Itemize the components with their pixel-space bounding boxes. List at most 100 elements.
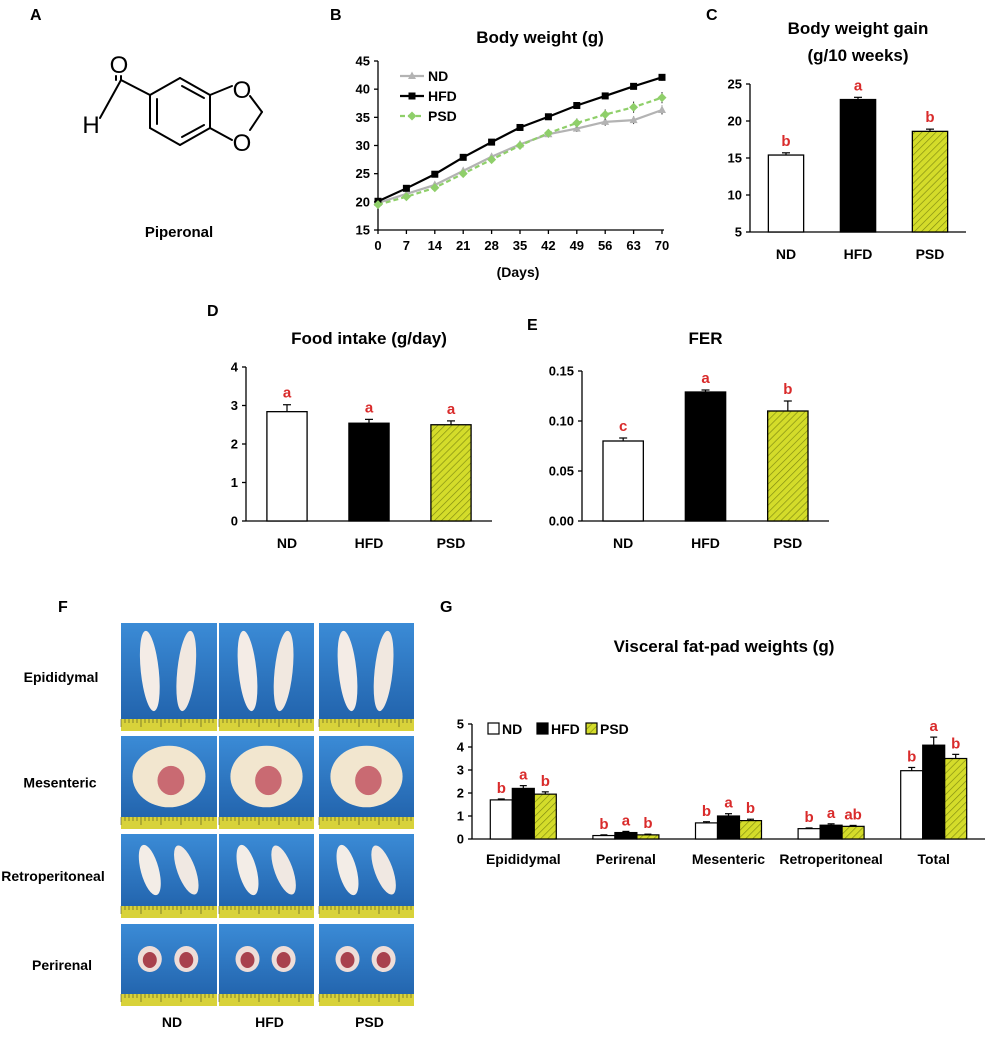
y-tick-label: 5 [735,225,742,240]
chart-title: Food intake (g/day) [291,329,447,348]
bar-nd [592,834,616,840]
y-tick-label: 0.10 [549,414,574,429]
y-tick-label: 3 [231,398,238,413]
data-point [601,92,609,100]
legend-marker [408,71,416,79]
category-label: Epididymal [486,851,561,867]
y-tick-label: 0 [231,514,238,529]
bar-nd [602,440,644,522]
x-tick-label: 42 [541,238,555,253]
y-tick-label: 40 [356,82,370,97]
legend-label: HFD [551,721,580,737]
chart-body-weight: Body weight (g) 15 20 25 30 35 40 45 0 7 14 21 28 35 4… [356,28,670,280]
significance-label: b [783,381,792,398]
significance-label: a [854,77,863,94]
y-tick-label: 2 [457,786,464,801]
photo-epididymal-hfd [218,623,314,731]
photo-background [121,834,217,918]
legend-marker [407,111,417,121]
atom-label: O [233,130,252,157]
atom-label: H [82,112,99,139]
significance-label: b [907,748,916,765]
row-label: Retroperitoneal [1,868,104,884]
legend-swatch [536,722,549,735]
series-line-nd [377,108,663,205]
atom-label: O [233,77,252,104]
chart-fer: FER 0.00 0.05 0.10 0.15 c ND a HFD b PSD [549,329,829,551]
y-tick-label: 2 [231,437,238,452]
photo-background [319,834,414,918]
bar-nd [694,822,719,840]
x-tick-label: 35 [513,238,527,253]
molecule-bonds [99,75,263,146]
legend-label: PSD [600,721,629,737]
data-point [515,141,525,150]
data-point [601,117,610,125]
panel-label-g: G [440,599,452,616]
y-tick-label: 0 [457,832,464,847]
x-axis-title: (Days) [497,264,540,280]
fat-pad-tissue [337,630,358,712]
significance-label: b [599,816,608,833]
bar-hfd [716,815,741,840]
y-tick-label: 35 [356,110,370,125]
panel-label-f: F [58,599,68,616]
data-point [572,118,582,128]
data-point [657,93,667,103]
significance-label: b [746,800,755,817]
legend-label: ND [502,721,522,737]
fat-pad-tissue [174,845,199,895]
x-tick-label: 70 [655,238,669,253]
data-point [658,73,666,81]
photo-background [319,924,414,1006]
legend-swatch [585,722,598,735]
legend-label: ND [428,68,448,84]
photo-background [121,623,217,731]
photo-retroperitoneal-psd [318,834,414,918]
column-label: ND [162,1014,182,1030]
significance-label: ab [844,806,862,823]
data-point [373,200,383,210]
y-tick-label: 5 [457,717,464,732]
chart-subtitle: (g/10 weeks) [807,46,908,65]
data-point [459,153,467,161]
photo-mesenteric-nd [120,736,217,829]
photo-background [121,924,217,1006]
photo-background [219,623,314,731]
kidney-tissue [340,952,355,968]
category-label: ND [613,535,633,551]
fat-pad-tissue [138,844,161,896]
fat-pad-tissue [236,844,259,896]
data-point [658,105,666,114]
significance-label: a [519,767,528,784]
data-point [600,110,610,120]
fat-pad-vessel [255,765,282,796]
y-tick-label: 30 [356,138,370,153]
chart-title: FER [689,329,723,348]
bar-hfd [819,824,843,840]
bar-hfd [922,744,946,840]
category-label: ND [277,535,297,551]
significance-label: a [447,401,456,418]
significance-label: b [643,815,652,832]
bar-psd [533,793,557,840]
bar-psd [636,834,660,840]
category-label: PSD [437,535,466,551]
chart-body-weight-gain: Body weight gain (g/10 weeks) 5 10 15 20 25 b ND… [728,19,966,262]
photo-perirenal-hfd [218,924,314,1006]
significance-label: b [951,735,960,752]
photo-retroperitoneal-nd [120,834,217,918]
data-point [458,169,468,179]
fat-pad-photo-grid: Epididymal Mesenteric Retroperitoneal Perir… [1,623,414,1030]
bar-psd [430,424,472,522]
data-point [430,183,440,193]
significance-label: a [283,385,292,402]
kidney-tissue [142,952,157,968]
x-tick-label: 21 [456,238,470,253]
photo-retroperitoneal-hfd [218,834,314,918]
compound-name: Piperonal [145,224,213,241]
kidney-tissue [276,952,291,968]
legend-label: HFD [428,88,457,104]
bar-psd [767,410,809,522]
